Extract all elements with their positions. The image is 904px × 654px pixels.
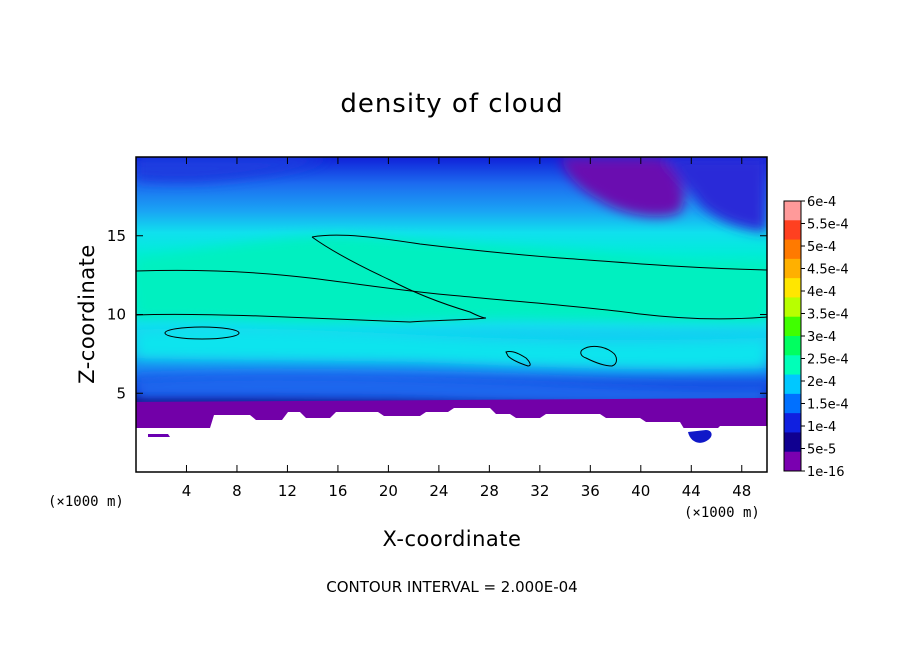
- colorbar-swatch: [784, 201, 801, 221]
- contour-lower-blob: [164, 326, 240, 340]
- colorbar-swatch: [784, 413, 801, 433]
- colorbar-swatch: [784, 393, 801, 414]
- colorbar-swatch: [784, 451, 801, 472]
- colorbar-swatch: [784, 220, 801, 241]
- colorbar-label: 4.5e-4: [807, 263, 849, 278]
- x-tick-label: 12: [278, 482, 297, 500]
- colorbar-label: 5.5e-4: [807, 218, 849, 233]
- contour-field: [136, 157, 767, 472]
- chart-title: density of cloud: [340, 89, 563, 119]
- upper-dark-region: [560, 157, 684, 217]
- upper-teal-band: [136, 236, 767, 323]
- x-tick-label: 44: [682, 482, 701, 500]
- colorbar-swatch: [784, 432, 801, 453]
- colorbar-label: 3.5e-4: [807, 308, 849, 323]
- colorbar-label: 4e-4: [807, 285, 836, 300]
- x-tick-label: 24: [429, 482, 448, 500]
- colorbar-swatch: [784, 316, 801, 337]
- x-tick-label: 16: [328, 482, 347, 500]
- x-axis-ticks: 4 8 12 16 20 24 28 32 36 40 44 48: [182, 157, 751, 500]
- colorbar-label: 2e-4: [807, 375, 836, 390]
- x-unit-label-left: (×1000 m): [48, 494, 124, 510]
- y-tick-label: 15: [107, 227, 126, 245]
- x-tick-label: 40: [631, 482, 650, 500]
- contour-upper-top: [136, 269, 767, 320]
- colorbar-swatch: [784, 374, 801, 395]
- colorbar-swatch: [784, 336, 801, 356]
- colorbar: 6e-4 5.5e-4 5e-4 4.5e-4 4e-4 3.5e-4 3e-4 2.5e-4…: [783, 195, 849, 480]
- contour-lines: [136, 234, 767, 367]
- upper-left-blue: [136, 157, 330, 182]
- colorbar-label: 5e-4: [807, 240, 836, 255]
- lower-blue-band: [136, 374, 767, 407]
- contour-upper-tongue: [136, 234, 767, 323]
- contour-interval-label: CONTOUR INTERVAL = 2.000E-04: [326, 578, 577, 596]
- x-tick-label: 20: [379, 482, 398, 500]
- contour-small-cell-a: [505, 351, 531, 367]
- x-tick-label: 8: [232, 482, 242, 500]
- y-tick-label: 5: [116, 384, 126, 402]
- colorbar-label: 3e-4: [807, 330, 836, 345]
- terrain-mask: [136, 408, 767, 472]
- left-edge-speck: [148, 434, 170, 437]
- colorbar-swatch: [784, 355, 801, 376]
- colorbar-label: 1e-4: [807, 420, 836, 435]
- colorbar-label: 1e-16: [807, 465, 845, 480]
- x-unit-label-right: (×1000 m): [684, 505, 760, 521]
- colorbar-swatch: [784, 258, 801, 279]
- mid-cyan-band: [136, 328, 767, 370]
- x-tick-label: 36: [581, 482, 600, 500]
- x-axis-label: X-coordinate: [383, 527, 522, 551]
- colorbar-label: 1.5e-4: [807, 398, 849, 413]
- small-hill-blob: [688, 430, 712, 443]
- colorbar-label: 2.5e-4: [807, 353, 849, 368]
- x-tick-label: 32: [530, 482, 549, 500]
- upper-right-blue: [660, 157, 767, 232]
- contour-small-cell-b: [580, 345, 617, 367]
- y-axis-ticks: 5 10 15: [107, 227, 767, 402]
- colorbar-swatch: [784, 297, 801, 318]
- x-tick-label: 48: [732, 482, 751, 500]
- colorbar-swatch: [784, 278, 801, 298]
- colorbar-label: 6e-4: [807, 195, 836, 210]
- x-tick-label: 4: [182, 482, 192, 500]
- colorbar-swatch: [784, 239, 801, 260]
- y-tick-label: 10: [107, 306, 126, 324]
- x-tick-label: 28: [480, 482, 499, 500]
- y-axis-label: Z-coordinate: [75, 244, 99, 384]
- colorbar-label: 5e-5: [807, 443, 836, 458]
